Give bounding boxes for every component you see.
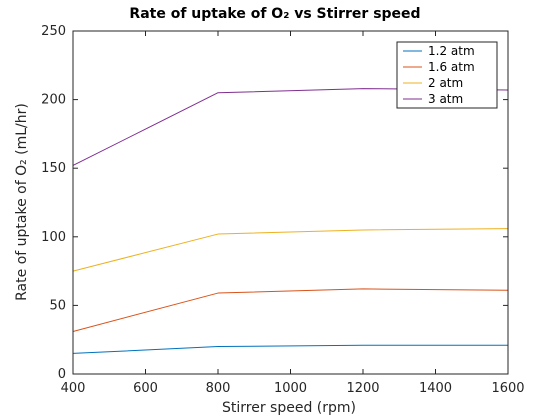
- x-axis-ticks: 400 600 800 1000 1200 1400 1600: [61, 31, 525, 396]
- y-axis-label: Rate of uptake of O₂ (mL/hr): [14, 103, 30, 301]
- series-line-2: [72, 228, 509, 272]
- legend: 1.2 atm 1.6 atm 2 atm 3 atm: [396, 41, 498, 109]
- legend-box: [396, 41, 498, 109]
- series-line-0: [72, 344, 509, 354]
- x-tick-label-3: 1000: [274, 381, 307, 396]
- x-tick-label-0: 400: [61, 381, 86, 396]
- y-tick-label-5: 250: [41, 24, 66, 39]
- series-line-1: [72, 288, 509, 332]
- y-tick-label-3: 150: [41, 161, 66, 176]
- y-tick-label-2: 100: [41, 230, 66, 245]
- legend-label-1: 1.6 atm: [428, 60, 475, 74]
- legend-label-0: 1.2 atm: [428, 44, 475, 58]
- y-tick-label-0: 0: [58, 367, 66, 382]
- y-tick-label-4: 200: [41, 93, 66, 108]
- legend-label-3: 3 atm: [428, 92, 463, 106]
- x-axis-label: Stirrer speed (rpm): [222, 400, 356, 416]
- x-tick-label-1: 600: [133, 381, 158, 396]
- y-tick-label-1: 50: [49, 298, 66, 313]
- x-tick-label-5: 1400: [419, 381, 452, 396]
- x-tick-label-6: 1600: [491, 381, 524, 396]
- x-tick-label-4: 1200: [346, 381, 379, 396]
- legend-label-2: 2 atm: [428, 76, 463, 90]
- x-tick-label-2: 800: [206, 381, 231, 396]
- chart-title: Rate of uptake of O₂ vs Stirrer speed: [129, 6, 420, 22]
- y-axis-ticks: 0 50 100 150 200 250: [41, 24, 508, 382]
